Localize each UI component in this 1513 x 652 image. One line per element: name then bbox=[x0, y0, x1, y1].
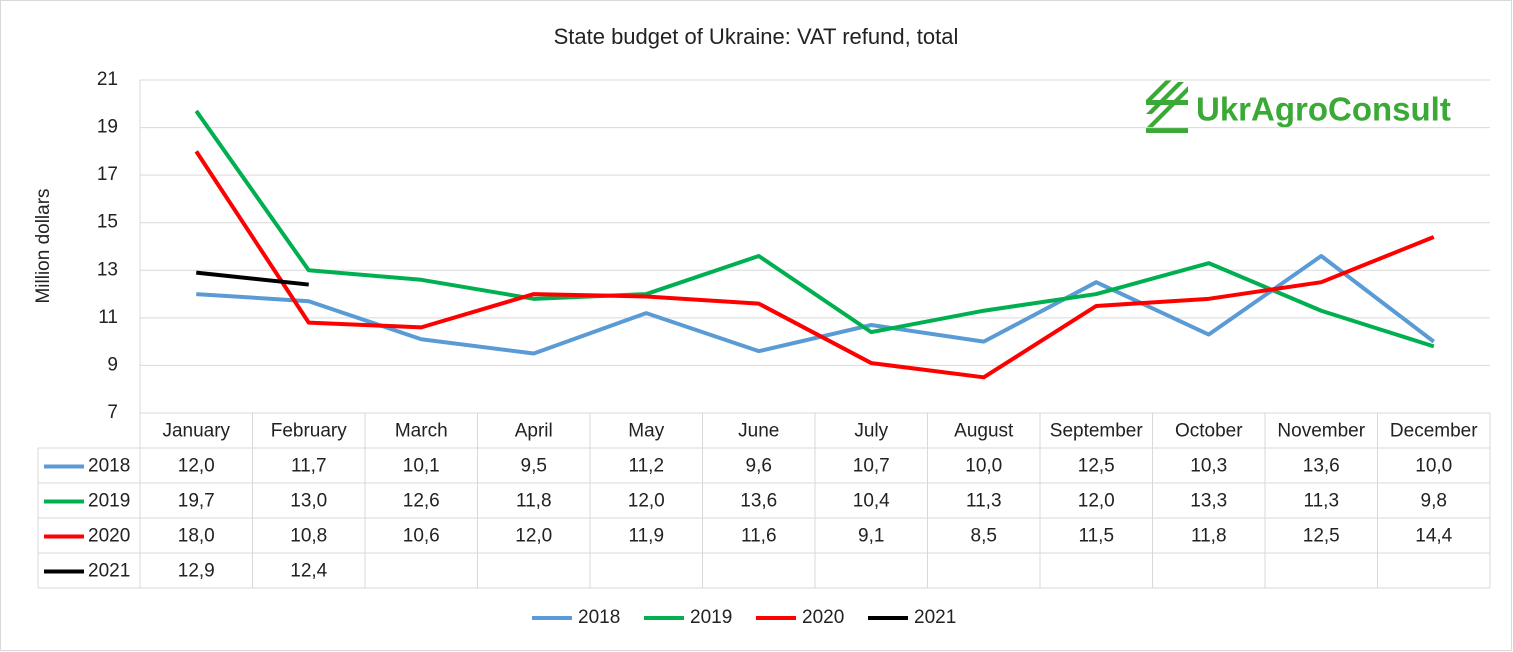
table-value: 10,0 bbox=[1415, 456, 1452, 477]
y-tick-label: 11 bbox=[98, 307, 118, 328]
legend-label: 2018 bbox=[578, 607, 620, 628]
table-value: 11,8 bbox=[1191, 526, 1227, 547]
series-line bbox=[196, 270, 309, 287]
y-tick-label: 9 bbox=[107, 354, 118, 375]
table-row-label: 2018 bbox=[88, 456, 130, 477]
chart-title: State budget of Ukraine: VAT refund, tot… bbox=[554, 24, 959, 49]
table-value: 10,7 bbox=[853, 456, 890, 477]
table-value: 9,1 bbox=[858, 526, 884, 547]
table-value: 11,6 bbox=[741, 526, 777, 547]
series-line bbox=[194, 109, 1435, 349]
table-value: 12,9 bbox=[178, 561, 215, 582]
x-tick-label: March bbox=[395, 421, 448, 442]
logo-bar bbox=[1146, 100, 1188, 105]
x-tick-label: December bbox=[1390, 421, 1478, 442]
table-value: 12,4 bbox=[290, 561, 327, 582]
table-value: 18,0 bbox=[178, 526, 215, 547]
table-value: 12,6 bbox=[403, 491, 440, 512]
table-row-label: 2019 bbox=[88, 491, 130, 512]
x-tick-label: October bbox=[1175, 421, 1243, 442]
logo: UkrAgroConsult bbox=[1146, 80, 1451, 133]
x-tick-label: September bbox=[1050, 421, 1144, 442]
table-value: 11,9 bbox=[628, 526, 664, 547]
x-tick-label: April bbox=[515, 421, 553, 442]
x-tick-label: January bbox=[162, 421, 230, 442]
y-tick-label: 17 bbox=[97, 164, 118, 185]
table-value: 9,5 bbox=[521, 456, 547, 477]
table-value: 14,4 bbox=[1415, 526, 1452, 547]
y-tick-label: 13 bbox=[97, 259, 118, 280]
table-value: 10,8 bbox=[290, 526, 327, 547]
legend-label: 2021 bbox=[914, 607, 956, 628]
table-value: 12,0 bbox=[515, 526, 552, 547]
x-tick-label: November bbox=[1277, 421, 1365, 442]
table-value: 10,0 bbox=[965, 456, 1002, 477]
table-value: 13,0 bbox=[290, 491, 327, 512]
table-value: 11,3 bbox=[966, 491, 1002, 512]
legend-label: 2020 bbox=[802, 607, 844, 628]
table-value: 12,0 bbox=[1078, 491, 1115, 512]
table-value: 11,3 bbox=[1303, 491, 1339, 512]
y-tick-label: 15 bbox=[97, 212, 118, 233]
series-line bbox=[196, 254, 1435, 356]
x-tick-label: August bbox=[954, 421, 1014, 442]
table-value: 8,5 bbox=[971, 526, 997, 547]
series-line bbox=[194, 150, 1435, 380]
x-tick-label: May bbox=[628, 421, 664, 442]
logo-bar bbox=[1146, 128, 1188, 133]
table-row-label: 2021 bbox=[88, 561, 130, 582]
table-value: 11,8 bbox=[516, 491, 552, 512]
table-value: 19,7 bbox=[178, 491, 215, 512]
table-value: 12,0 bbox=[628, 491, 665, 512]
logo-stripes bbox=[1146, 80, 1188, 128]
table-value: 10,3 bbox=[1190, 456, 1227, 477]
table-value: 10,6 bbox=[403, 526, 440, 547]
logo-text: UkrAgroConsult bbox=[1196, 91, 1451, 128]
y-tick-label: 19 bbox=[97, 117, 118, 138]
table-value: 9,6 bbox=[746, 456, 772, 477]
table-value: 11,2 bbox=[628, 456, 664, 477]
table-value: 9,8 bbox=[1421, 491, 1447, 512]
table-value: 11,7 bbox=[291, 456, 327, 477]
table-value: 13,6 bbox=[740, 491, 777, 512]
table-value: 13,3 bbox=[1190, 491, 1227, 512]
y-tick-label: 21 bbox=[97, 69, 118, 90]
table-value: 10,1 bbox=[403, 456, 440, 477]
x-tick-label: February bbox=[271, 421, 348, 442]
table-row-label: 2020 bbox=[88, 526, 130, 547]
table-value: 13,6 bbox=[1303, 456, 1340, 477]
y-axis-label: Million dollars bbox=[33, 188, 54, 303]
table-value: 11,5 bbox=[1078, 526, 1114, 547]
x-tick-label: June bbox=[738, 421, 779, 442]
table-value: 10,4 bbox=[853, 491, 890, 512]
table-value: 12,5 bbox=[1078, 456, 1115, 477]
legend-label: 2019 bbox=[690, 607, 732, 628]
table-value: 12,0 bbox=[178, 456, 215, 477]
y-tick-label: 7 bbox=[107, 402, 118, 423]
table-value: 12,5 bbox=[1303, 526, 1340, 547]
x-tick-label: July bbox=[854, 421, 888, 442]
